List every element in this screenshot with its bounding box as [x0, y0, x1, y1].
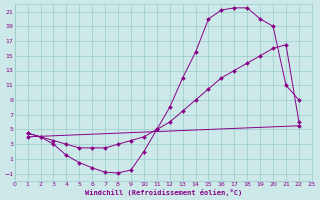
- X-axis label: Windchill (Refroidissement éolien,°C): Windchill (Refroidissement éolien,°C): [84, 189, 242, 196]
